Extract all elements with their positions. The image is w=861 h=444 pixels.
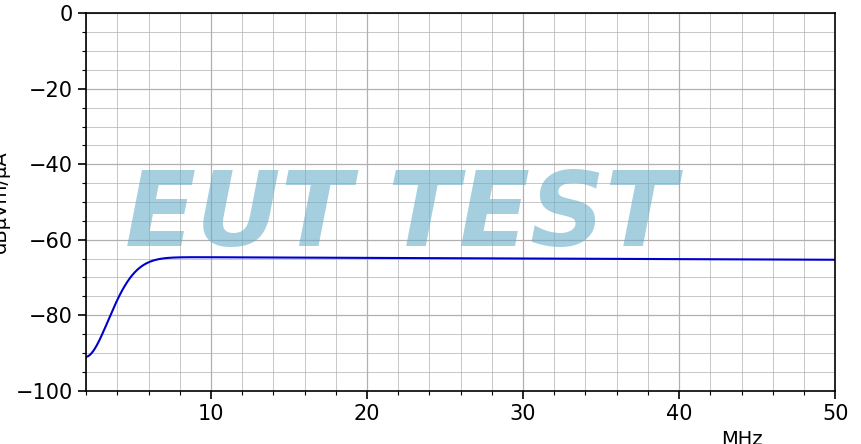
Y-axis label: dBµVm/µA: dBµVm/µA bbox=[0, 151, 10, 254]
Text: EUT TEST: EUT TEST bbox=[125, 166, 676, 268]
Text: MHz: MHz bbox=[721, 430, 762, 444]
